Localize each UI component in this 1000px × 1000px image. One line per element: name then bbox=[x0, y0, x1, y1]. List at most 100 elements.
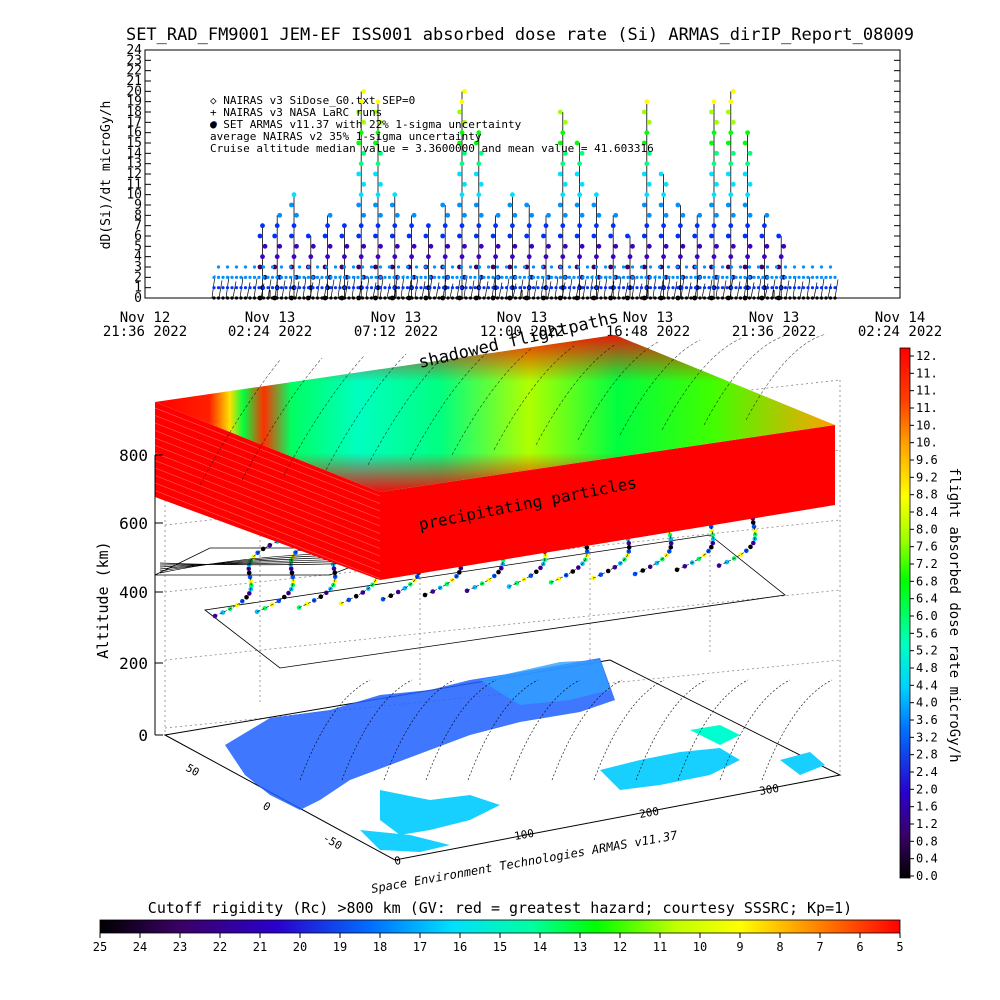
data-point bbox=[545, 286, 549, 290]
y-tick-label: 12 bbox=[126, 167, 142, 182]
trace-baseline bbox=[435, 282, 440, 299]
x-tick-label-time: 07:12 2022 bbox=[354, 324, 438, 340]
data-point bbox=[783, 275, 788, 279]
data-point bbox=[248, 286, 252, 290]
data-point bbox=[625, 233, 630, 239]
data-point bbox=[572, 286, 576, 290]
data-point bbox=[742, 264, 748, 270]
data-point bbox=[765, 296, 770, 300]
data-point bbox=[536, 286, 540, 290]
data-point bbox=[603, 265, 608, 269]
data-point bbox=[482, 296, 486, 300]
trace-baseline bbox=[246, 282, 251, 299]
data-point bbox=[333, 265, 338, 269]
data-point bbox=[591, 264, 597, 270]
right-colorbar-tick-label: 11. bbox=[916, 401, 938, 415]
data-point bbox=[356, 264, 362, 270]
data-point bbox=[392, 296, 396, 300]
data-point bbox=[641, 140, 647, 146]
data-point bbox=[320, 275, 324, 279]
bottom-colorbar-tick-label: 23 bbox=[173, 940, 187, 954]
data-point bbox=[392, 275, 396, 279]
data-point bbox=[212, 296, 216, 300]
data-point bbox=[342, 286, 347, 290]
data-point bbox=[666, 265, 671, 269]
data-point bbox=[612, 275, 617, 279]
data-point bbox=[405, 275, 410, 279]
data-point bbox=[266, 275, 270, 279]
slab-track-line bbox=[577, 341, 659, 441]
data-point bbox=[493, 223, 498, 229]
data-point bbox=[518, 296, 522, 300]
data-point bbox=[792, 286, 797, 290]
data-point bbox=[743, 275, 747, 279]
data-point bbox=[455, 296, 459, 300]
data-point bbox=[396, 296, 401, 300]
data-point bbox=[689, 296, 693, 300]
data-point bbox=[306, 265, 311, 269]
data-point bbox=[495, 212, 501, 218]
data-point bbox=[662, 275, 666, 279]
data-point bbox=[574, 140, 580, 146]
data-point bbox=[627, 254, 633, 260]
trace-baseline bbox=[673, 281, 678, 299]
data-point bbox=[375, 223, 381, 229]
data-point bbox=[563, 286, 567, 290]
data-point bbox=[648, 275, 653, 279]
data-point bbox=[297, 286, 302, 290]
data-point bbox=[742, 233, 748, 239]
data-point bbox=[644, 286, 648, 290]
data-point bbox=[576, 296, 581, 300]
data-point bbox=[577, 192, 582, 198]
slab-stripe bbox=[154, 452, 381, 542]
track-point bbox=[444, 581, 450, 587]
data-point bbox=[648, 286, 653, 290]
data-point bbox=[610, 254, 616, 260]
data-point bbox=[728, 192, 734, 198]
data-point bbox=[310, 243, 316, 249]
data-point bbox=[361, 88, 367, 94]
data-point bbox=[373, 233, 378, 239]
y-tick-label: 13 bbox=[126, 157, 142, 172]
data-point bbox=[374, 286, 378, 290]
data-point bbox=[599, 296, 603, 300]
trace-baseline bbox=[834, 279, 839, 299]
data-point bbox=[477, 265, 482, 269]
data-point bbox=[410, 296, 414, 300]
x-tick-label-time: 12:00 2022 bbox=[480, 324, 564, 340]
map-flight-tracks bbox=[299, 679, 833, 781]
data-point bbox=[270, 265, 275, 269]
data-point bbox=[315, 296, 320, 300]
data-point bbox=[692, 233, 698, 239]
data-point bbox=[239, 275, 243, 279]
data-point bbox=[707, 286, 711, 290]
data-point bbox=[765, 265, 770, 269]
data-point bbox=[513, 296, 518, 300]
data-point bbox=[527, 296, 531, 300]
data-point bbox=[644, 296, 648, 300]
data-point bbox=[779, 275, 783, 279]
data-point bbox=[478, 150, 484, 156]
data-point bbox=[216, 265, 221, 269]
data-point bbox=[742, 140, 748, 146]
data-point bbox=[536, 275, 540, 279]
trace-baseline bbox=[449, 283, 454, 299]
legend-entry-cruise-altitude: Cruise altitude median value = 3.3600000… bbox=[210, 142, 654, 155]
world-map-floor bbox=[225, 658, 833, 852]
longitude-ticks: 0 100 200 300 bbox=[393, 782, 780, 868]
data-point bbox=[440, 202, 446, 208]
data-point bbox=[554, 286, 558, 290]
data-point bbox=[524, 233, 530, 239]
data-point bbox=[288, 286, 293, 290]
trace-baseline bbox=[281, 280, 286, 299]
data-point bbox=[648, 265, 653, 269]
data-point bbox=[491, 296, 495, 300]
data-point bbox=[468, 286, 473, 290]
data-point bbox=[745, 161, 750, 167]
bottom-colorbar-tick-label: 11 bbox=[653, 940, 667, 954]
data-point bbox=[462, 243, 467, 249]
data-point bbox=[689, 275, 693, 279]
data-point bbox=[567, 265, 572, 269]
data-point bbox=[635, 296, 639, 300]
